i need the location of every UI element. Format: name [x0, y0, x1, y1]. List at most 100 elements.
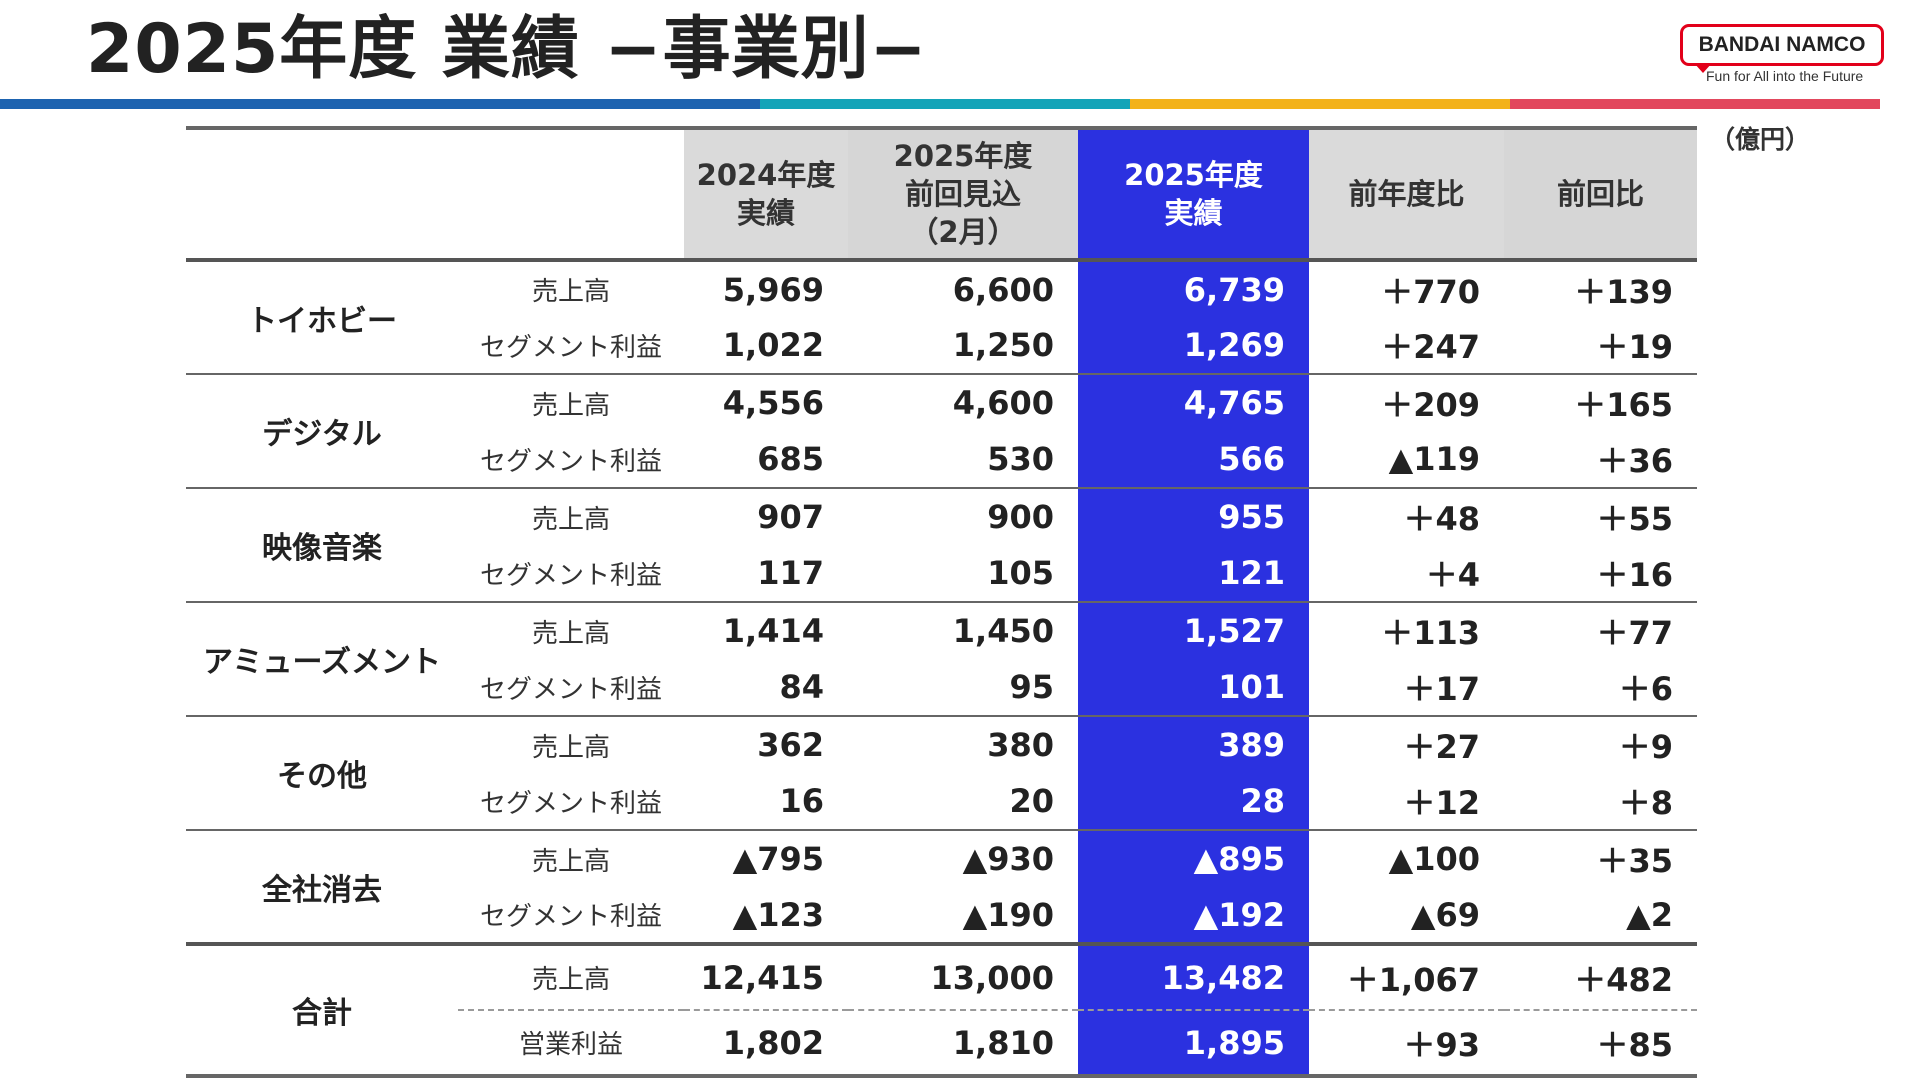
value-forecast: 530 [987, 440, 1054, 478]
value-forecast: 20 [1009, 782, 1054, 820]
brand-bar-pink [1510, 99, 1880, 109]
value-fy2025: 1,527 [1078, 602, 1309, 659]
segment-group-digital: デジタル 売上高 4,556 4,600 4,765 ＋209 ＋165 セグメ… [186, 374, 1697, 488]
value-fy2025: 13,482 [1078, 944, 1309, 1011]
value-forecast: 95 [1009, 668, 1054, 706]
value-fy2025: 955 [1078, 488, 1309, 545]
value-forecast: ▲190 [962, 895, 1054, 934]
value-yoy: ＋1,067 [1309, 944, 1504, 1011]
metric-label: 売上高 [531, 277, 610, 307]
column-header-line: 実績 [736, 196, 795, 230]
value-yoy: ＋770 [1381, 272, 1480, 311]
value-vs-forecast: ＋55 [1596, 500, 1673, 538]
value-vs-forecast: ＋36 [1596, 442, 1673, 480]
table-row: その他 売上高 362 380 389 ＋27 ＋9 [186, 716, 1697, 794]
brand-bar-blue [0, 99, 760, 109]
value-fy2024: 907 [757, 498, 824, 536]
value-yoy: ＋209 [1381, 386, 1480, 424]
value-fy2024: 5,969 [722, 270, 824, 309]
column-header-line: 2025年度 [893, 139, 1033, 173]
value-yoy: ＋27 [1403, 728, 1480, 766]
metric-label: セグメント利益 [479, 560, 662, 591]
value-fy2024: ▲795 [732, 840, 824, 878]
table-row: セグメント利益 ▲123 ▲190 ▲192 ▲69 ▲2 [186, 887, 1697, 944]
value-fy2025: 1,895 [1078, 1010, 1309, 1076]
value-forecast: 380 [987, 726, 1054, 764]
segment-group-eliminations: 全社消去 売上高 ▲795 ▲930 ▲895 ▲100 ＋35 セグメント利益… [186, 830, 1697, 944]
value-fy2024: 84 [779, 668, 824, 706]
value-yoy: ＋48 [1403, 500, 1480, 538]
column-header-line: 2024年度 [696, 158, 836, 192]
value-vs-forecast: ＋482 [1504, 944, 1697, 1011]
segment-name: トイホビー [247, 303, 397, 339]
value-forecast: 6,600 [952, 270, 1054, 309]
value-fy2025: 101 [1078, 659, 1309, 716]
metric-label: 売上高 [531, 618, 610, 649]
segment-group-toyhobby: トイホビー 売上高 5,969 6,600 6,739 ＋770 ＋139 セグ… [186, 260, 1697, 374]
value-yoy: ▲119 [1388, 440, 1480, 478]
value-fy2025: 1,269 [1078, 317, 1309, 374]
value-vs-forecast: ▲2 [1626, 895, 1673, 934]
value-forecast: 4,600 [952, 384, 1054, 422]
metric-label: 売上高 [458, 944, 684, 1011]
segment-results-table: 2024年度 実績 2025年度 前回見込 （2月） 2025年度 実績 前年度… [186, 126, 1697, 1078]
value-yoy: ▲69 [1410, 895, 1480, 934]
value-fy2024: 1,022 [722, 326, 824, 364]
column-header-line: 実績 [1164, 196, 1223, 230]
value-vs-forecast: ＋35 [1596, 842, 1673, 880]
value-fy2025: 121 [1078, 545, 1309, 602]
metric-label: 売上高 [531, 732, 610, 763]
table-row: セグメント利益 1,022 1,250 1,269 ＋247 ＋19 [186, 317, 1697, 374]
value-yoy: ▲100 [1388, 840, 1480, 878]
logo-speech-notch [1694, 63, 1712, 73]
value-yoy: ＋4 [1425, 556, 1480, 594]
table-row: セグメント利益 685 530 566 ▲119 ＋36 [186, 431, 1697, 488]
value-yoy: ＋247 [1381, 328, 1480, 366]
metric-label: 売上高 [531, 390, 610, 421]
value-fy2025: 6,739 [1078, 260, 1309, 317]
page-title: 2025年度 業績 −事業別− [86, 10, 928, 89]
value-forecast: 1,450 [952, 612, 1054, 650]
value-forecast: 13,000 [848, 944, 1078, 1011]
table-header-row: 2024年度 実績 2025年度 前回見込 （2月） 2025年度 実績 前年度… [186, 128, 1697, 260]
value-fy2024: 362 [757, 726, 824, 764]
value-fy2025: ▲192 [1078, 887, 1309, 944]
value-fy2025: 28 [1078, 773, 1309, 830]
value-vs-forecast: ＋85 [1596, 1025, 1673, 1064]
segment-name: アミューズメント [203, 645, 441, 680]
segment-name: デジタル [262, 417, 382, 452]
value-fy2025: 389 [1078, 716, 1309, 773]
value-forecast: 1,250 [952, 326, 1054, 364]
metric-label: 売上高 [531, 504, 610, 535]
value-fy2024: 4,556 [722, 384, 824, 422]
header-blank [458, 128, 684, 260]
table-row: アミューズメント 売上高 1,414 1,450 1,527 ＋113 ＋77 [186, 602, 1697, 680]
value-fy2025: 566 [1078, 431, 1309, 488]
value-forecast: 105 [987, 554, 1054, 592]
column-header-forecast: 2025年度 前回見込 （2月） [848, 128, 1078, 260]
value-fy2024: ▲123 [732, 895, 824, 934]
column-header-fy2024: 2024年度 実績 [684, 128, 848, 260]
value-yoy: ＋17 [1403, 670, 1480, 708]
value-fy2025: ▲895 [1078, 830, 1309, 887]
column-header-line: 2025年度 [1124, 158, 1263, 192]
value-yoy: ＋12 [1403, 784, 1480, 822]
column-header-vs-forecast: 前回比 [1504, 128, 1697, 260]
segment-group-amusement: アミューズメント 売上高 1,414 1,450 1,527 ＋113 ＋77 … [186, 602, 1697, 716]
table-row: 営業利益 1,802 1,810 1,895 ＋93 ＋85 [186, 1010, 1697, 1076]
value-yoy: ＋113 [1381, 614, 1480, 652]
segment-name: 映像音楽 [262, 531, 382, 566]
unit-label: （億円） [1710, 125, 1811, 154]
header-blank [186, 128, 458, 260]
table-row: 全社消去 売上高 ▲795 ▲930 ▲895 ▲100 ＋35 [186, 830, 1697, 908]
bandai-namco-logo: BANDAI NAMCO Fun for All into the Future [1680, 24, 1886, 86]
value-fy2024: 685 [757, 440, 824, 478]
brand-color-bar [0, 99, 1880, 109]
value-forecast: ▲930 [962, 840, 1054, 878]
column-header-yoy: 前年度比 [1309, 128, 1504, 260]
metric-label: 営業利益 [518, 1030, 623, 1060]
value-vs-forecast: ＋8 [1618, 784, 1673, 822]
metric-label: 売上高 [531, 846, 610, 877]
value-fy2024: 1,802 [722, 1023, 824, 1062]
logo-tagline: Fun for All into the Future [1706, 68, 1864, 84]
